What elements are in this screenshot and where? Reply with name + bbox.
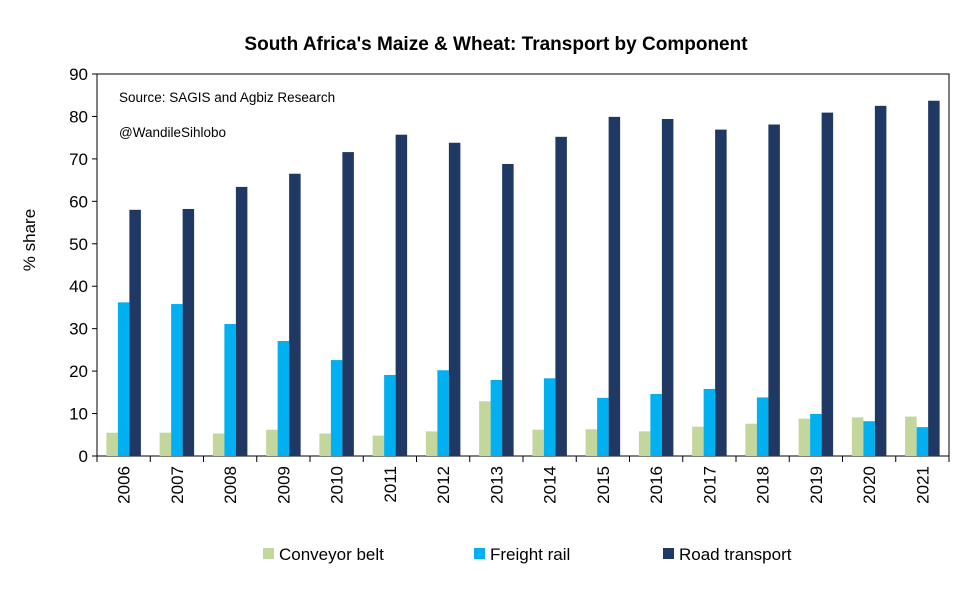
x-tick-label: 2015 bbox=[594, 466, 613, 504]
legend-swatch-conveyor-belt bbox=[263, 548, 274, 559]
plot-area: 0 10 20 30 40 50 60 70 80 90 2006 2007 2008 2009 2010 2… bbox=[69, 65, 950, 504]
bar-conveyor-belt bbox=[905, 416, 917, 456]
bar-road-transport bbox=[289, 173, 301, 457]
bar-road-transport bbox=[342, 152, 354, 456]
bar-freight-rail bbox=[597, 397, 609, 456]
y-tick-label: 60 bbox=[69, 192, 88, 211]
bar-road-transport bbox=[129, 209, 141, 456]
x-tick-label: 2009 bbox=[274, 466, 293, 504]
x-tick-label: 2014 bbox=[541, 466, 560, 504]
bar-freight-rail bbox=[863, 421, 875, 456]
y-axis-label: % share bbox=[20, 209, 39, 271]
bar-road-transport bbox=[608, 116, 621, 457]
x-tick-label: 2006 bbox=[115, 466, 134, 504]
y-tick-label: 90 bbox=[69, 65, 88, 84]
bar-road-transport bbox=[661, 118, 674, 457]
bar-conveyor-belt bbox=[745, 423, 757, 456]
legend-swatch-freight-rail bbox=[474, 548, 485, 559]
bar-conveyor-belt bbox=[532, 429, 544, 456]
y-tick-label: 50 bbox=[69, 235, 88, 254]
x-tick-label: 2018 bbox=[754, 466, 773, 504]
y-tick-label: 80 bbox=[69, 107, 88, 126]
bar-freight-rail bbox=[330, 360, 343, 456]
x-tick-label: 2021 bbox=[913, 466, 932, 504]
bar-conveyor-belt bbox=[798, 418, 811, 456]
y-tick-label: 20 bbox=[69, 362, 88, 381]
bar-freight-rail bbox=[384, 374, 396, 456]
legend-label: Road transport bbox=[679, 545, 792, 564]
bar-freight-rail bbox=[224, 324, 236, 456]
bar-road-transport bbox=[395, 134, 408, 456]
x-tick-label: 2010 bbox=[328, 466, 347, 504]
x-tick-label: 2011 bbox=[381, 466, 400, 503]
author-annotation: @WandileSihlobo bbox=[119, 125, 226, 140]
y-tick-label: 30 bbox=[69, 320, 88, 339]
bar-conveyor-belt bbox=[319, 433, 331, 456]
bar-freight-rail bbox=[543, 378, 556, 456]
x-tick-label: 2016 bbox=[647, 466, 666, 504]
source-annotation: Source: SAGIS and Agbiz Research bbox=[119, 90, 335, 105]
bar-freight-rail bbox=[117, 302, 130, 456]
x-tick-label: 2013 bbox=[487, 466, 506, 504]
x-tick-label: 2017 bbox=[700, 466, 719, 504]
chart-title: South Africa's Maize & Wheat: Transport … bbox=[244, 34, 748, 55]
bar-road-transport bbox=[874, 105, 887, 456]
x-tick-label: 2020 bbox=[860, 466, 879, 504]
bar-conveyor-belt bbox=[372, 435, 385, 456]
bar-conveyor-belt bbox=[106, 432, 118, 456]
legend-label: Conveyor belt bbox=[279, 545, 384, 564]
bar-conveyor-belt bbox=[425, 431, 438, 456]
bar-freight-rail bbox=[916, 427, 929, 456]
bar-freight-rail bbox=[810, 413, 822, 456]
x-tick-label: 2008 bbox=[221, 466, 240, 504]
bar-conveyor-belt bbox=[479, 401, 491, 456]
bar-conveyor-belt bbox=[159, 432, 172, 456]
bar-freight-rail bbox=[437, 370, 449, 456]
bar-freight-rail bbox=[650, 394, 662, 456]
bar-road-transport bbox=[235, 186, 248, 456]
bar-freight-rail bbox=[756, 397, 769, 456]
y-tick-label: 40 bbox=[69, 277, 88, 296]
y-tick-label: 0 bbox=[79, 447, 88, 466]
bar-freight-rail bbox=[171, 304, 183, 456]
bar-road-transport bbox=[768, 124, 780, 456]
y-tick-label: 10 bbox=[69, 405, 88, 424]
x-tick-label: 2007 bbox=[168, 466, 187, 504]
bar-conveyor-belt bbox=[638, 431, 651, 456]
bar-conveyor-belt bbox=[851, 417, 864, 456]
bar-conveyor-belt bbox=[585, 429, 598, 456]
bar-road-transport bbox=[448, 142, 461, 456]
bar-road-transport bbox=[502, 163, 514, 457]
bar-freight-rail bbox=[277, 340, 290, 456]
y-tick-label: 70 bbox=[69, 150, 88, 169]
bar-conveyor-belt bbox=[692, 426, 704, 456]
bar-road-transport bbox=[928, 100, 940, 457]
legend-label: Freight rail bbox=[490, 545, 570, 564]
bar-freight-rail bbox=[703, 388, 716, 456]
legend-swatch-road-transport bbox=[663, 548, 674, 559]
bar-freight-rail bbox=[490, 380, 503, 456]
bar-road-transport bbox=[821, 112, 834, 457]
bar-conveyor-belt bbox=[266, 429, 278, 456]
x-tick-label: 2012 bbox=[434, 466, 453, 504]
bar-road-transport bbox=[715, 129, 727, 456]
bar-road-transport bbox=[555, 136, 567, 456]
x-tick-label: 2019 bbox=[807, 466, 826, 504]
legend: Conveyor belt Freight rail Road transport bbox=[263, 545, 792, 564]
bar-road-transport bbox=[182, 208, 195, 456]
bar-conveyor-belt bbox=[212, 433, 225, 456]
